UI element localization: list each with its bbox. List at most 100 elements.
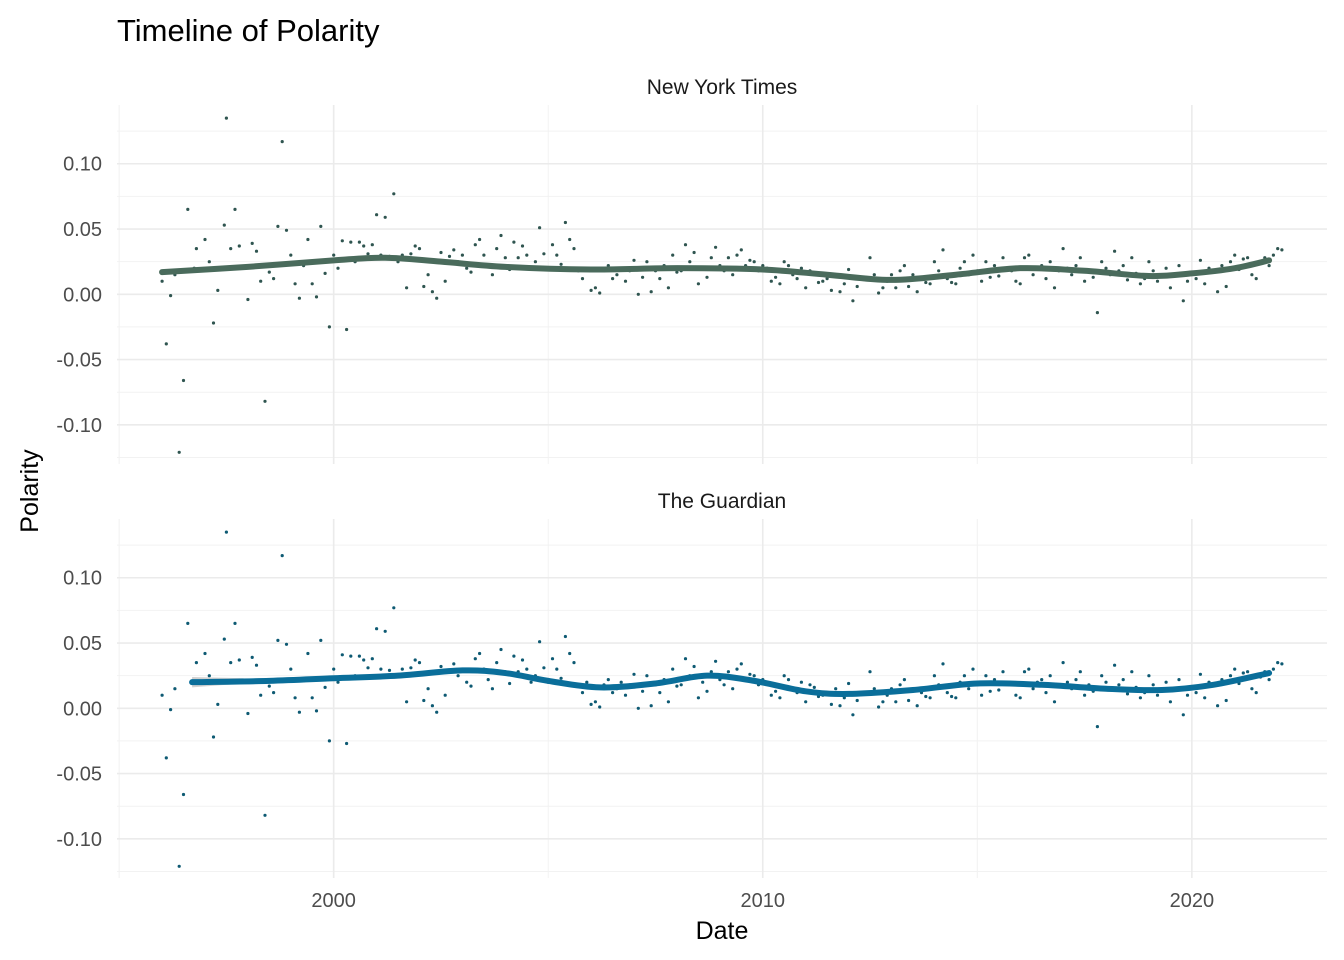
data-point xyxy=(778,696,782,700)
data-point xyxy=(842,282,846,286)
data-point xyxy=(1113,663,1117,667)
data-point xyxy=(1181,299,1185,303)
data-point xyxy=(237,658,241,662)
data-point xyxy=(1061,247,1065,251)
data-point xyxy=(1250,687,1254,691)
data-point xyxy=(1280,248,1284,252)
data-point xyxy=(671,253,675,257)
data-point xyxy=(1177,678,1181,682)
data-point xyxy=(898,683,902,687)
data-point xyxy=(443,279,447,283)
data-point xyxy=(611,691,615,695)
data-point xyxy=(1276,247,1280,251)
data-point xyxy=(1031,273,1035,277)
data-point xyxy=(357,240,361,244)
data-point xyxy=(186,207,190,211)
strip-label: The Guardian xyxy=(658,490,786,513)
data-point xyxy=(1228,260,1233,264)
data-point xyxy=(568,237,572,242)
data-point xyxy=(855,698,859,703)
x-tick-label: 2010 xyxy=(741,890,786,912)
data-point xyxy=(847,681,851,686)
panel-the-guardian: The Guardian -0.10 -0.05 0.00 0.05 0.10 xyxy=(56,490,1327,878)
data-point xyxy=(405,286,409,290)
data-point xyxy=(203,237,207,242)
data-point xyxy=(761,264,765,268)
data-point xyxy=(465,266,469,270)
data-point xyxy=(1224,284,1228,289)
data-point xyxy=(902,264,907,268)
data-point xyxy=(611,277,615,281)
data-point xyxy=(392,606,396,610)
data-point xyxy=(525,253,529,257)
data-point xyxy=(1164,266,1168,270)
data-point xyxy=(164,756,168,760)
data-point xyxy=(319,224,323,228)
data-point xyxy=(186,621,190,626)
data-point xyxy=(177,450,181,454)
data-point xyxy=(632,258,636,262)
data-point xyxy=(1216,704,1220,708)
data-point xyxy=(1022,670,1027,674)
data-point xyxy=(473,657,477,661)
data-point xyxy=(563,634,568,639)
data-point xyxy=(289,253,293,257)
data-point xyxy=(1254,691,1258,695)
data-point xyxy=(1078,670,1082,674)
data-point xyxy=(207,260,211,264)
data-point xyxy=(250,241,254,245)
data-point xyxy=(417,661,422,665)
data-point xyxy=(735,667,739,671)
data-point xyxy=(812,685,816,690)
data-point xyxy=(435,296,439,300)
data-point xyxy=(834,687,838,691)
data-point xyxy=(1083,693,1087,697)
data-point xyxy=(426,687,430,691)
data-point xyxy=(542,252,546,256)
data-point xyxy=(362,658,366,662)
trend-line-path xyxy=(159,254,1273,283)
y-tick-label: 0.00 xyxy=(63,284,102,306)
data-point xyxy=(1138,696,1142,700)
trend-line xyxy=(159,254,1273,283)
data-point xyxy=(941,248,945,252)
data-point xyxy=(169,708,173,712)
data-point xyxy=(769,279,773,283)
data-point xyxy=(683,657,688,661)
data-point xyxy=(375,627,379,631)
data-point xyxy=(1014,279,1018,283)
data-point xyxy=(555,253,559,257)
data-point xyxy=(495,661,499,665)
data-point xyxy=(1044,277,1048,281)
data-point xyxy=(894,700,898,704)
data-point xyxy=(222,637,226,641)
data-point xyxy=(1147,260,1151,264)
trend-line-path xyxy=(189,667,1273,697)
data-point xyxy=(623,693,628,697)
data-point xyxy=(413,658,417,662)
data-point xyxy=(173,687,177,691)
data-point xyxy=(838,290,842,294)
data-point xyxy=(263,399,267,403)
data-point xyxy=(932,674,937,678)
data-point xyxy=(349,240,353,244)
data-point xyxy=(443,693,447,697)
data-point xyxy=(439,250,443,255)
data-point xyxy=(426,273,430,277)
data-point xyxy=(902,678,907,682)
data-point xyxy=(1185,693,1190,697)
data-point xyxy=(980,279,984,283)
data-point xyxy=(782,674,786,678)
data-point xyxy=(452,248,456,252)
x-tick-label: 2000 xyxy=(311,890,356,912)
data-point xyxy=(280,554,284,558)
data-point xyxy=(1181,713,1185,717)
data-point xyxy=(1031,687,1035,691)
chart-title: Timeline of Polarity xyxy=(117,13,380,48)
data-point xyxy=(306,237,310,242)
data-point xyxy=(512,240,516,244)
data-point xyxy=(1267,264,1271,268)
data-point xyxy=(520,658,525,662)
data-point xyxy=(160,693,164,697)
data-point xyxy=(632,672,636,676)
